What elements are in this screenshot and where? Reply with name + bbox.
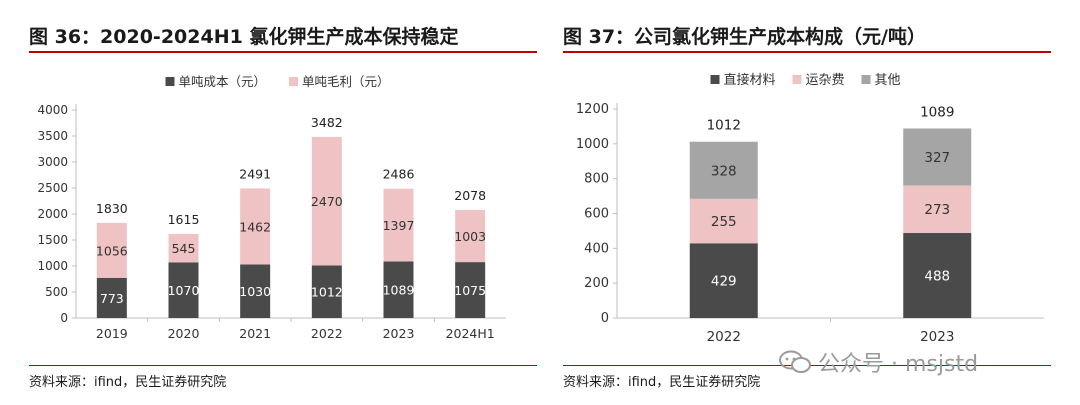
x-tick-label: 2023 bbox=[383, 326, 415, 341]
legend-label: 单吨成本（元） bbox=[179, 74, 267, 89]
bar-segment bbox=[455, 262, 486, 318]
bar-segment bbox=[455, 209, 486, 263]
bar-segment bbox=[383, 188, 414, 262]
total-label: 2491 bbox=[239, 166, 271, 181]
y-tick-label: 2000 bbox=[37, 207, 68, 221]
bar-segment bbox=[311, 136, 342, 266]
total-label: 1615 bbox=[168, 212, 200, 227]
legend-label: 单吨毛利（元） bbox=[302, 74, 390, 89]
data-label: 488 bbox=[924, 269, 950, 285]
y-tick-label: 1500 bbox=[37, 233, 68, 247]
data-label: 273 bbox=[924, 202, 950, 218]
y-tick-label: 800 bbox=[584, 172, 609, 187]
y-tick-label: 1000 bbox=[37, 259, 68, 273]
y-tick-label: 1200 bbox=[576, 102, 609, 117]
legend-swatch bbox=[710, 75, 720, 84]
data-label: 255 bbox=[711, 214, 737, 230]
data-label: 1089 bbox=[383, 283, 415, 298]
bar-segment bbox=[240, 264, 271, 318]
total-label: 1012 bbox=[707, 118, 741, 134]
x-tick-label: 2019 bbox=[96, 326, 128, 341]
data-label: 1003 bbox=[454, 229, 486, 244]
y-tick-label: 4000 bbox=[37, 103, 68, 117]
x-tick-label: 2023 bbox=[920, 329, 954, 345]
y-tick-label: 0 bbox=[601, 311, 609, 326]
data-label: 1070 bbox=[168, 283, 200, 298]
data-label: 327 bbox=[924, 150, 950, 166]
legend-label: 运杂费 bbox=[806, 73, 845, 88]
y-tick-label: 600 bbox=[584, 207, 609, 222]
total-label: 1830 bbox=[96, 201, 128, 216]
watermark-text: 公众号 · msjstd bbox=[818, 352, 979, 377]
y-tick-label: 200 bbox=[584, 276, 609, 291]
data-label: 429 bbox=[711, 274, 737, 290]
legend-swatch bbox=[165, 77, 175, 86]
data-label: 545 bbox=[172, 241, 196, 256]
total-label: 2078 bbox=[454, 188, 486, 203]
data-label: 1056 bbox=[96, 243, 128, 258]
legend-swatch bbox=[289, 77, 298, 86]
bar-segment bbox=[311, 265, 342, 318]
x-tick-label: 2021 bbox=[239, 326, 271, 341]
x-tick-label: 2020 bbox=[168, 326, 200, 341]
data-label: 2470 bbox=[311, 194, 343, 209]
data-label: 773 bbox=[100, 291, 124, 306]
total-label: 3482 bbox=[311, 115, 343, 130]
y-tick-label: 400 bbox=[584, 241, 609, 256]
left-source: 资料来源：ifind，民生证券研究院 bbox=[29, 375, 227, 390]
bar-segment bbox=[168, 262, 199, 318]
left-title-rule bbox=[29, 51, 537, 53]
right-chart-title: 图 37：公司氯化钾生产成本构成（元/吨） bbox=[563, 26, 926, 48]
x-tick-label: 2024H1 bbox=[446, 326, 495, 341]
bar-segment bbox=[240, 188, 271, 265]
bar-segment bbox=[689, 243, 758, 318]
y-tick-label: 500 bbox=[45, 285, 68, 299]
right-title-rule bbox=[563, 51, 1051, 53]
x-tick-label: 2022 bbox=[311, 326, 343, 341]
bar-segment bbox=[903, 233, 972, 318]
data-label: 1012 bbox=[311, 285, 343, 300]
y-tick-label: 2500 bbox=[37, 181, 68, 195]
legend-swatch bbox=[792, 75, 802, 84]
bar-segment bbox=[383, 261, 414, 318]
y-tick-label: 3000 bbox=[37, 155, 68, 169]
bar-segment bbox=[689, 141, 758, 199]
data-label: 1397 bbox=[383, 218, 415, 233]
data-label: 328 bbox=[711, 163, 737, 179]
wechat-icon bbox=[779, 350, 811, 373]
bar-segment bbox=[903, 128, 972, 186]
legend-swatch bbox=[861, 75, 871, 84]
left-source-rule bbox=[29, 365, 537, 366]
right-source: 资料来源：ifind，民生证券研究院 bbox=[563, 375, 761, 390]
bar-segment bbox=[168, 234, 199, 263]
y-tick-label: 0 bbox=[60, 311, 68, 325]
legend-label: 其他 bbox=[875, 73, 901, 88]
x-tick-label: 2022 bbox=[707, 329, 741, 345]
left-chart-title: 图 36：2020-2024H1 氯化钾生产成本保持稳定 bbox=[29, 26, 459, 48]
y-tick-label: 1000 bbox=[576, 137, 609, 152]
data-label: 1075 bbox=[454, 283, 486, 298]
y-tick-label: 3500 bbox=[37, 129, 68, 143]
bar-segment bbox=[96, 277, 127, 318]
watermark: 公众号 · msjstd bbox=[778, 346, 978, 378]
bar-segment bbox=[689, 198, 758, 244]
total-label: 2486 bbox=[383, 167, 415, 182]
data-label: 1462 bbox=[239, 219, 271, 234]
total-label: 1089 bbox=[920, 105, 954, 121]
data-label: 1030 bbox=[239, 284, 271, 299]
bar-segment bbox=[96, 222, 127, 278]
bar-segment bbox=[903, 185, 972, 234]
legend-label: 直接材料 bbox=[724, 72, 776, 88]
